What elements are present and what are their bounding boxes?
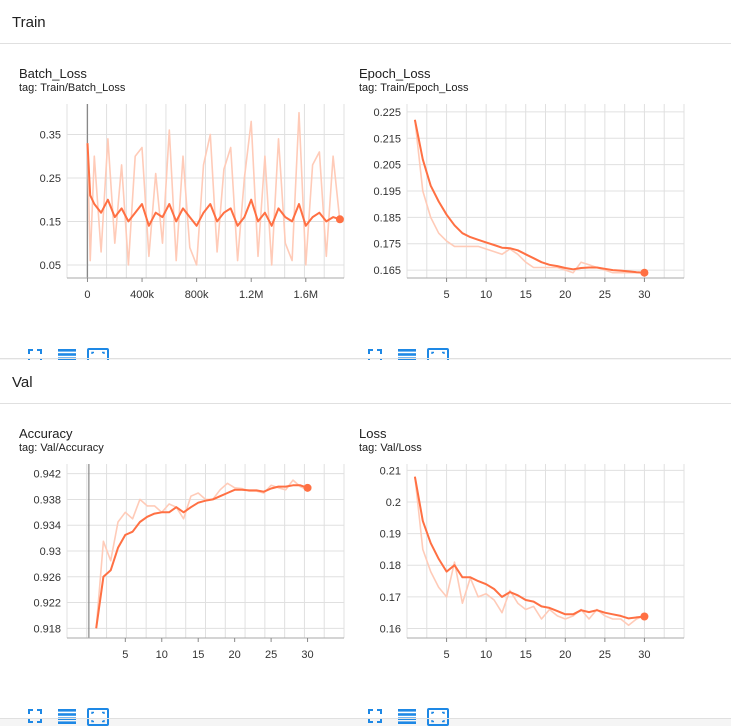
data-table-icon[interactable] (57, 314, 77, 364)
y-tick-label: 0.35 (40, 129, 61, 141)
x-tick-label: 5 (122, 649, 128, 661)
y-tick-label: 0.195 (373, 186, 401, 198)
raw-series-line (86, 111, 341, 266)
y-tick-label: 0.918 (33, 623, 61, 635)
x-tick-label: 30 (301, 649, 313, 661)
x-tick-label: 15 (520, 289, 532, 301)
train-section-header[interactable]: Train (0, 0, 731, 44)
x-tick-label: 10 (480, 289, 492, 301)
section-divider (0, 718, 731, 719)
y-tick-label: 0.205 (373, 160, 401, 172)
y-tick-label: 0.2 (386, 497, 401, 509)
fullscreen-icon[interactable] (27, 674, 47, 723)
y-tick-label: 0.16 (380, 624, 401, 636)
card-title: Accuracy (19, 426, 73, 441)
raw-series-line (414, 119, 645, 274)
train-section: Train Batch_Loss tag: Train/Batch_Loss 0… (0, 0, 731, 366)
data-table-icon[interactable] (397, 314, 417, 364)
y-tick-label: 0.922 (33, 598, 61, 610)
val-section: Val Accuracy tag: Val/Accuracy 0.942 0.93… (0, 360, 731, 726)
fit-domain-icon[interactable] (427, 314, 449, 366)
card-title: Batch_Loss (19, 66, 87, 81)
x-tick-label: 800k (185, 289, 209, 301)
x-tick-label: 10 (480, 649, 492, 661)
fullscreen-icon[interactable] (367, 314, 387, 363)
y-tick-label: 0.225 (373, 107, 401, 119)
x-tick-label: 1.6M (294, 289, 318, 301)
y-tick-label: 0.942 (33, 469, 61, 481)
fullscreen-icon[interactable] (367, 674, 387, 723)
val-loss-chart[interactable]: 0.21 0.2 0.19 0.18 0.17 0.16 5 10 15 20 25 30 (359, 460, 694, 668)
y-tick-label: 0.934 (33, 520, 61, 532)
last-point-marker[interactable] (640, 612, 649, 621)
y-tick-label: 0.185 (373, 212, 401, 224)
y-tick-label: 0.926 (33, 572, 61, 584)
y-tick-label: 0.05 (40, 260, 61, 272)
y-tick-label: 0.93 (40, 546, 61, 558)
x-tick-label: 20 (559, 289, 571, 301)
fit-domain-icon[interactable] (87, 674, 109, 726)
card-tag: tag: Val/Loss (359, 442, 422, 454)
section-title: Train (12, 14, 46, 31)
x-tick-label: 15 (192, 649, 204, 661)
card-tag: tag: Train/Batch_Loss (19, 82, 126, 94)
y-tick-label: 0.175 (373, 239, 401, 251)
val-section-header[interactable]: Val (0, 360, 731, 404)
fit-domain-icon[interactable] (87, 314, 109, 366)
data-table-icon[interactable] (57, 674, 77, 724)
x-tick-label: 5 (444, 289, 450, 301)
accuracy-chart[interactable]: 0.942 0.938 0.934 0.93 0.926 0.922 0.918 5 10 15 2… (19, 460, 354, 668)
y-tick-label: 0.19 (380, 529, 401, 541)
x-tick-label: 30 (638, 649, 650, 661)
data-table-icon[interactable] (397, 674, 417, 724)
y-tick-label: 0.17 (380, 592, 401, 604)
card-title: Epoch_Loss (359, 66, 431, 81)
card-tag: tag: Train/Epoch_Loss (359, 82, 469, 94)
x-tick-label: 25 (265, 649, 277, 661)
x-tick-label: 0 (84, 289, 90, 301)
x-tick-label: 20 (559, 649, 571, 661)
smoothed-series-line (86, 143, 341, 227)
smoothed-series-line (95, 484, 308, 629)
smoothed-series-line (413, 119, 645, 274)
x-tick-label: 25 (599, 649, 611, 661)
x-tick-label: 5 (444, 649, 450, 661)
y-tick-label: 0.165 (373, 265, 401, 277)
y-tick-label: 0.215 (373, 133, 401, 145)
y-tick-label: 0.25 (40, 173, 61, 185)
x-tick-label: 400k (130, 289, 154, 301)
last-point-marker[interactable] (335, 215, 344, 224)
y-tick-label: 0.18 (380, 560, 401, 572)
card-tag: tag: Val/Accuracy (19, 442, 104, 454)
x-tick-label: 1.2M (239, 289, 263, 301)
y-tick-label: 0.21 (380, 465, 401, 477)
raw-series-line (95, 479, 308, 629)
x-tick-label: 30 (638, 289, 650, 301)
section-title: Val (12, 374, 33, 391)
y-tick-label: 0.938 (33, 494, 61, 506)
epoch-loss-chart[interactable]: 0.225 0.215 0.205 0.195 0.185 0.175 0.165 5 10 15… (359, 100, 694, 308)
x-tick-label: 20 (229, 649, 241, 661)
fullscreen-icon[interactable] (27, 314, 47, 363)
y-tick-label: 0.15 (40, 216, 61, 228)
last-point-marker[interactable] (303, 483, 312, 492)
raw-series-line (414, 476, 645, 627)
card-title: Loss (359, 426, 387, 441)
x-tick-label: 10 (156, 649, 168, 661)
last-point-marker[interactable] (640, 268, 649, 277)
fit-domain-icon[interactable] (427, 674, 449, 726)
smoothed-series-line (413, 476, 645, 620)
x-tick-label: 25 (599, 289, 611, 301)
section-divider (0, 358, 731, 359)
x-tick-label: 15 (520, 649, 532, 661)
batch-loss-chart[interactable]: 0.35 0.25 0.15 0.05 0 400k 800k 1.2M 1.6M (19, 100, 354, 308)
